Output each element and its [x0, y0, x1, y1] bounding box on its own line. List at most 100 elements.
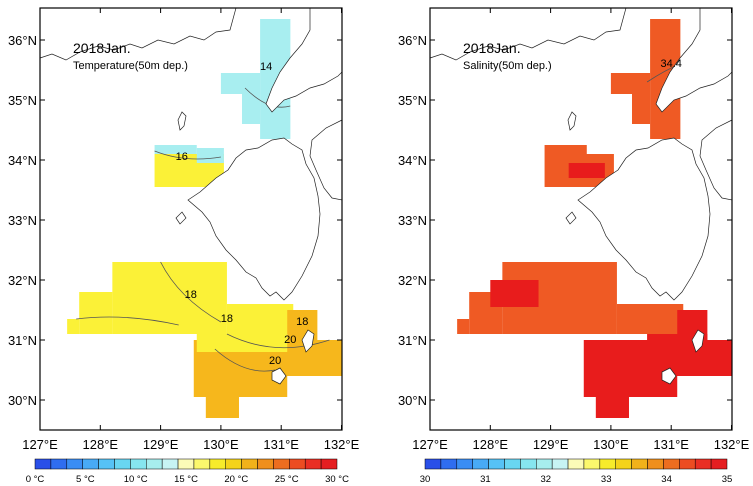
- latitude-label: 34°N: [8, 153, 37, 168]
- colorbar-segment: [82, 458, 99, 470]
- landmass: [567, 111, 577, 131]
- colorbar-label: 30: [420, 474, 431, 485]
- data-region-southeast: [595, 397, 629, 418]
- colorbar-segment: [583, 458, 601, 470]
- longitude-label: 130°E: [593, 437, 629, 452]
- latitude-label: 32°N: [398, 273, 427, 288]
- longitude-label: 127°E: [22, 437, 58, 452]
- colorbar-segment: [663, 458, 680, 470]
- colorbar-segment: [424, 458, 442, 470]
- panel-title: 2018Jan.: [73, 40, 131, 56]
- colorbar-label: 0 °C: [26, 474, 45, 485]
- data-region-north: [610, 73, 651, 94]
- data-region-strait: [154, 145, 197, 154]
- colorbar-segment: [320, 458, 338, 470]
- colorbar-label: 10 °C: [124, 474, 148, 485]
- isotherm-20: [214, 348, 276, 372]
- contour-label: 14: [260, 61, 272, 73]
- colorbar-segment: [66, 458, 83, 470]
- latitude-label: 34°N: [398, 153, 427, 168]
- colorbar-segment: [257, 458, 274, 470]
- data-region-south: [226, 304, 294, 334]
- latitude-label: 35°N: [8, 93, 37, 108]
- isotherm-18: [76, 316, 179, 326]
- colorbar-label: 15 °C: [174, 474, 198, 485]
- colorbar-segment: [130, 458, 147, 470]
- data-region-south: [79, 292, 113, 334]
- colorbar-segment: [472, 458, 489, 470]
- landmass: [187, 137, 321, 301]
- landmass: [271, 367, 287, 385]
- landmass: [39, 7, 237, 61]
- colorbar-segment: [98, 458, 115, 470]
- colorbar-segment: [488, 458, 505, 470]
- panel-subtitle: Salinity(50m dep.): [463, 60, 552, 72]
- data-region-south: [616, 304, 684, 334]
- panel-title: 2018Jan.: [463, 40, 521, 56]
- isotherm-18: [160, 261, 222, 323]
- landmass: [429, 7, 627, 61]
- colorbar-segment: [146, 458, 163, 470]
- colorbar-label: 34: [661, 474, 672, 485]
- contour-label: 20: [284, 334, 296, 346]
- latitude-label: 30°N: [8, 393, 37, 408]
- colorbar-segment: [631, 458, 648, 470]
- colorbar-segment: [694, 458, 712, 470]
- colorbar-segment: [50, 458, 68, 470]
- data-region-south-core: [490, 280, 539, 307]
- colorbar-label: 33: [601, 474, 612, 485]
- colorbar-segment: [161, 458, 179, 470]
- data-region-southeast: [193, 376, 288, 397]
- data-region-strait-core: [568, 163, 605, 178]
- landmass: [177, 111, 187, 131]
- data-region-south: [196, 334, 288, 352]
- colorbar-segment: [34, 458, 52, 470]
- colorbar-segment: [599, 458, 616, 470]
- contour-label: 16: [176, 151, 188, 163]
- longitude-label: 127°E: [412, 437, 448, 452]
- latitude-label: 36°N: [8, 33, 37, 48]
- colorbar-label: 31: [480, 474, 491, 485]
- colorbar-segment: [225, 458, 242, 470]
- colorbar-label: 5 °C: [76, 474, 95, 485]
- colorbar-segment: [193, 458, 211, 470]
- longitude-label: 128°E: [83, 437, 119, 452]
- colorbar-segment: [304, 458, 322, 470]
- colorbar-segment: [273, 458, 290, 470]
- colorbar-segment: [440, 458, 458, 470]
- data-region-north: [220, 73, 261, 94]
- latitude-label: 30°N: [398, 393, 427, 408]
- landmass: [309, 119, 343, 201]
- temperature-map-panel: 36°N 35°N 34°N 33°N 32°N 31°N 30°N 127°E 128°E 12…: [8, 7, 360, 485]
- landmass: [691, 329, 705, 353]
- data-region-south: [67, 319, 80, 334]
- landmass: [699, 119, 733, 201]
- colorbar-segment: [177, 458, 195, 470]
- colorbar-segment: [536, 458, 553, 470]
- colorbar-label: 35: [722, 474, 733, 485]
- landmass: [577, 137, 711, 301]
- map-frame: [429, 7, 733, 431]
- isotherm-16: [154, 150, 221, 160]
- colorbar-segment: [456, 458, 473, 470]
- salinity-map-panel: 36°N 35°N 34°N 33°N 32°N 31°N 30°N 127°E 128°E 12…: [398, 7, 750, 485]
- contour-label: 34.4: [660, 58, 681, 70]
- panel-subtitle: Temperature(50m dep.): [73, 60, 188, 72]
- colorbar-segment: [679, 458, 696, 470]
- colorbar-segment: [241, 458, 258, 470]
- colorbar-segment: [647, 458, 664, 470]
- colorbar-segment: [615, 458, 632, 470]
- data-region-strait: [196, 148, 224, 163]
- isotherm-20: [226, 333, 330, 349]
- landmass: [301, 329, 315, 353]
- colorbar-segment: [504, 458, 521, 470]
- longitude-label: 131°E: [263, 437, 299, 452]
- colorbar-segment: [114, 458, 131, 470]
- longitude-label: 129°E: [143, 437, 179, 452]
- data-region-southeast: [205, 397, 239, 418]
- colorbar-label: 25 °C: [275, 474, 299, 485]
- data-region-north: [632, 94, 651, 124]
- latitude-label: 36°N: [398, 33, 427, 48]
- colorbar-segment: [567, 458, 585, 470]
